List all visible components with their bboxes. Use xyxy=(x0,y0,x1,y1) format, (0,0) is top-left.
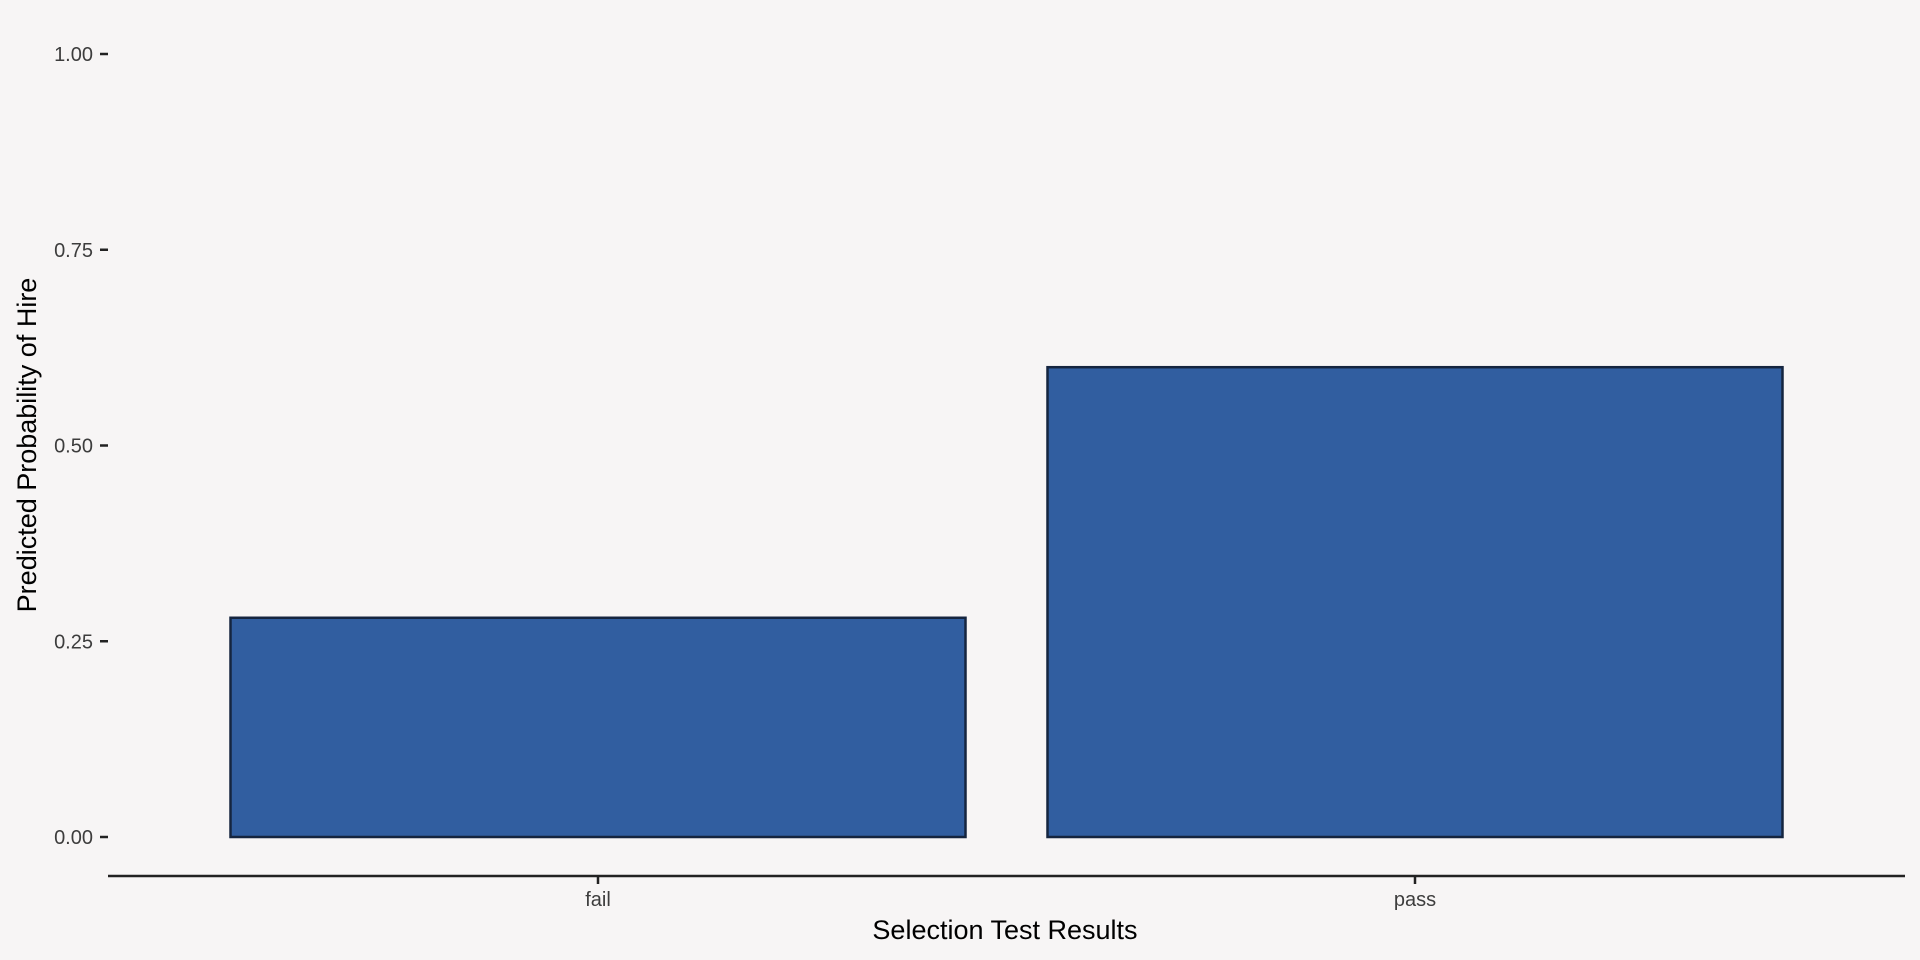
bars xyxy=(229,365,1784,839)
x-tick-label-fail: fail xyxy=(585,889,611,911)
y-tick-label: 0.00 xyxy=(54,827,93,849)
x-axis-title: Selection Test Results xyxy=(872,915,1137,945)
y-axis: 0.00 0.25 0.50 0.75 1.00 xyxy=(54,44,108,849)
y-tick-label: 0.50 xyxy=(54,436,93,458)
x-tick-label-pass: pass xyxy=(1394,889,1436,911)
bar-fail xyxy=(229,616,967,839)
y-axis-title: Predicted Probability of Hire xyxy=(12,278,42,613)
y-tick-label: 0.75 xyxy=(54,240,93,262)
y-tick-label: 0.25 xyxy=(54,631,93,653)
bar-pass xyxy=(1046,365,1784,839)
x-axis: fail pass xyxy=(108,874,1905,911)
y-tick-label: 1.00 xyxy=(54,44,93,66)
